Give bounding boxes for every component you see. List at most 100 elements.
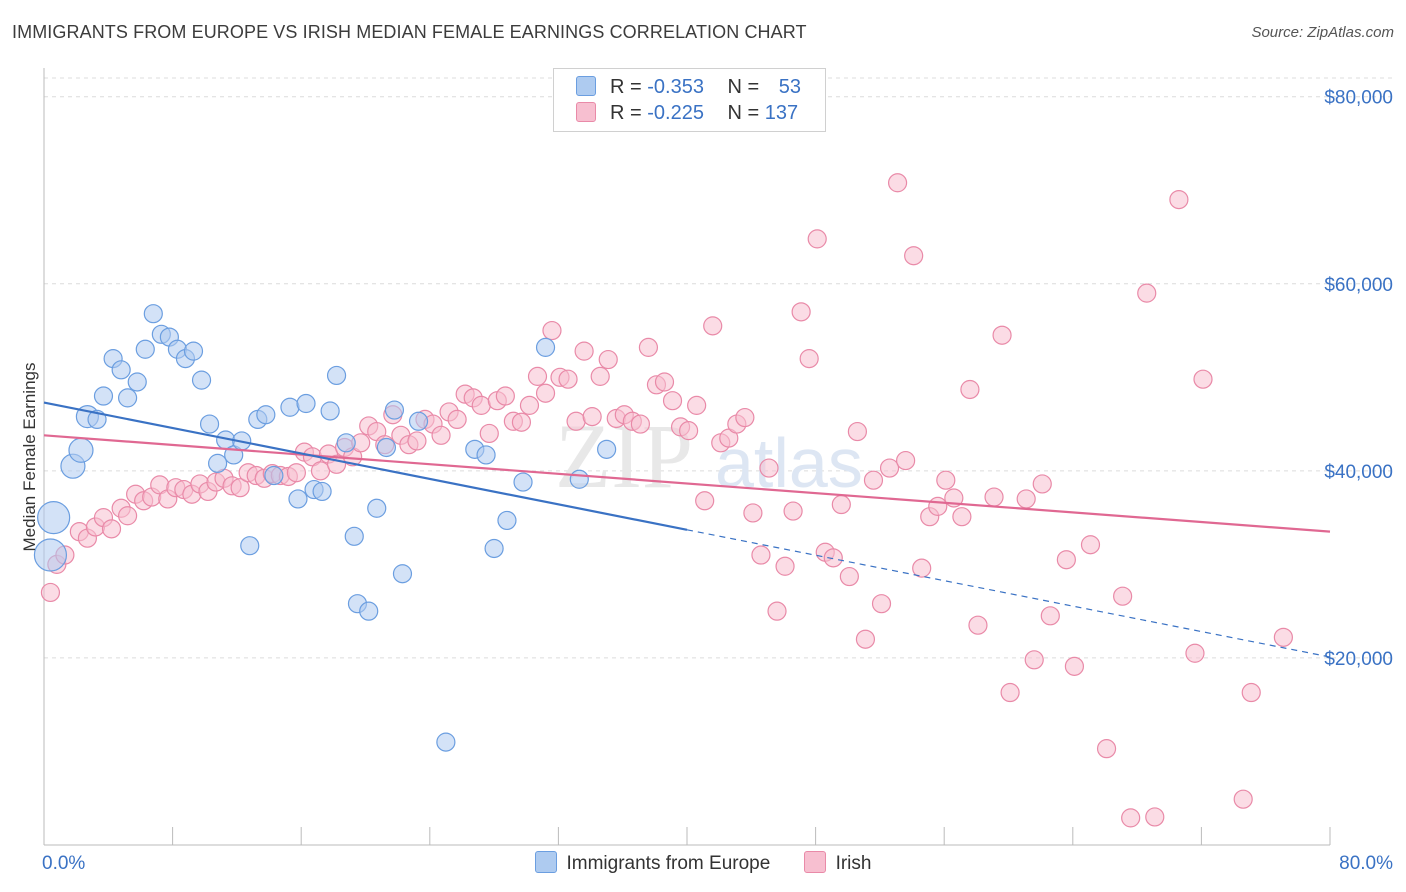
europe-point — [569, 469, 589, 489]
irish-point — [960, 379, 980, 400]
irish-point — [839, 566, 859, 587]
legend-row-europe: R = -0.353 N = 53 — [576, 76, 801, 100]
irish-point — [767, 601, 787, 621]
x-tick-label-min: 0.0% — [42, 853, 85, 874]
irish-point — [654, 372, 675, 392]
europe-trend-line — [43, 401, 688, 531]
europe-point — [513, 472, 533, 492]
europe-point — [326, 365, 347, 386]
europe-points — [33, 304, 617, 752]
irish-point — [823, 548, 843, 568]
europe-point — [111, 360, 131, 380]
irish-point — [230, 478, 250, 498]
tick-labels: $20,000 $40,000 $60,000 $80,000 0.0% 80.0% — [42, 88, 1393, 874]
irish-point — [791, 302, 811, 322]
svg-text:atlas: atlas — [715, 424, 863, 502]
europe-point — [344, 526, 364, 546]
legend-label-irish: Irish — [835, 853, 872, 874]
y-tick-label: $60,000 — [1324, 275, 1393, 296]
legend-r-value: -0.353 — [647, 76, 704, 98]
irish-point — [566, 411, 586, 431]
irish-point — [542, 320, 562, 341]
gridlines — [44, 77, 1392, 659]
legend-swatch-pink — [803, 851, 826, 873]
trend-lines — [43, 401, 1331, 658]
irish-point — [101, 519, 122, 539]
legend-swatch-blue — [576, 76, 596, 96]
irish-point — [783, 501, 803, 521]
irish-point — [471, 395, 491, 415]
irish-point — [1233, 789, 1253, 809]
europe-point — [191, 370, 212, 390]
europe-point — [288, 489, 308, 509]
legend-n-label: N = — [727, 102, 760, 124]
irish-point — [928, 496, 948, 516]
europe-point — [497, 510, 517, 531]
irish-point — [743, 503, 763, 523]
irish-point — [807, 229, 827, 249]
legend-r-label: R = — [610, 102, 642, 124]
irish-point — [1121, 808, 1141, 828]
legend-r-value: -0.225 — [647, 102, 704, 124]
irish-point — [679, 421, 699, 441]
axes — [43, 68, 1331, 846]
irish-point — [1273, 627, 1293, 647]
y-tick-label: $20,000 — [1324, 649, 1393, 670]
irish-trend-line — [43, 434, 1331, 533]
europe-point — [135, 339, 155, 359]
irish-point — [310, 461, 331, 481]
irish-point — [831, 494, 851, 515]
irish-point — [751, 545, 771, 565]
europe-point — [240, 536, 260, 556]
europe-point — [384, 400, 405, 420]
y-tick-label: $40,000 — [1324, 462, 1393, 483]
irish-point — [1032, 474, 1052, 494]
europe-point — [376, 437, 396, 458]
irish-point — [968, 615, 988, 635]
irish-point — [695, 491, 715, 511]
irish-point — [519, 395, 540, 415]
irish-point — [431, 425, 451, 445]
legend-swatch-pink — [576, 102, 596, 122]
legend-item-europe: Immigrants from Europe — [534, 851, 770, 875]
chart-source: Source: ZipAtlas.com — [1251, 24, 1394, 41]
irish-point — [1241, 682, 1261, 703]
irish-point — [871, 594, 892, 614]
irish-point — [630, 414, 650, 434]
europe-point — [312, 481, 332, 502]
irish-point — [703, 316, 723, 336]
irish-point — [879, 458, 900, 478]
europe-point — [93, 386, 114, 406]
irish-point — [1145, 807, 1165, 827]
irish-point — [447, 409, 467, 430]
europe-point — [484, 538, 504, 559]
irish-point — [775, 556, 795, 576]
europe-point — [37, 501, 71, 535]
europe-point — [264, 465, 284, 486]
irish-point — [558, 369, 578, 389]
irish-point — [1137, 283, 1157, 303]
legend-n-value: 53 — [778, 76, 802, 98]
irish-point — [40, 582, 61, 603]
legend-r-label: R = — [610, 76, 642, 98]
irish-point — [574, 341, 594, 361]
irish-point — [535, 383, 556, 403]
stats-legend: R = -0.353 N = 53 R = -0.225 N = 137 — [553, 68, 826, 132]
irish-point — [1064, 656, 1085, 676]
europe-point — [199, 414, 220, 434]
europe-point — [256, 405, 276, 425]
irish-point — [117, 506, 138, 526]
irish-point — [904, 246, 924, 266]
irish-point — [1113, 586, 1133, 606]
irish-point — [1056, 550, 1076, 570]
irish-point — [952, 507, 972, 527]
irish-point — [1096, 739, 1117, 759]
europe-point — [183, 341, 204, 361]
irish-point — [286, 463, 306, 483]
europe-point — [476, 445, 496, 465]
europe-point — [597, 439, 617, 459]
europe-point — [392, 564, 413, 584]
europe-point — [436, 732, 456, 752]
europe-point — [336, 433, 356, 453]
